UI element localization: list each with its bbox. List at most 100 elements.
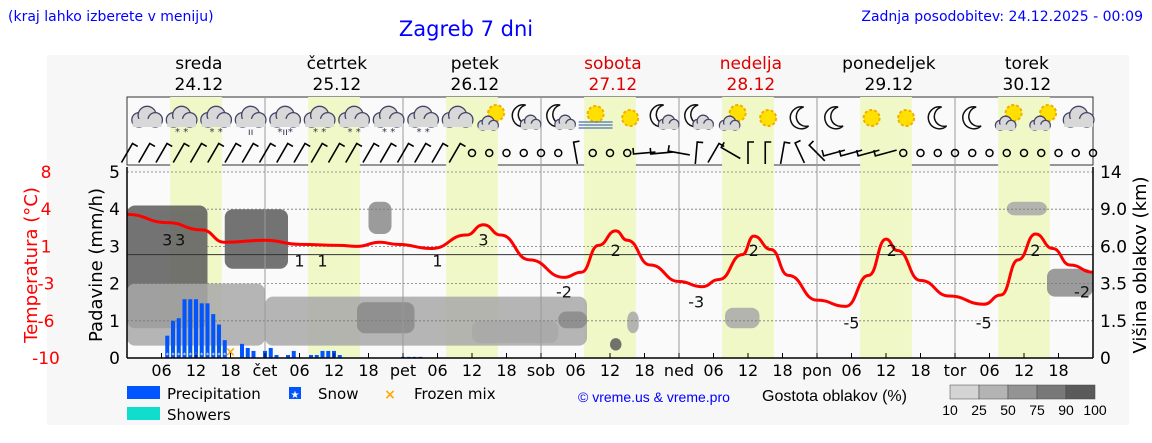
temperature-tick-label: 4: [41, 200, 52, 220]
wind-barb-icon: [838, 149, 863, 157]
x-tick-label: 06: [289, 361, 309, 380]
precipitation-bar: [286, 355, 290, 358]
precipitation-bar: [251, 350, 256, 358]
wind-barb-icon: [448, 142, 466, 163]
cloud-shape: [374, 118, 404, 127]
day-name: četrtek: [307, 54, 368, 74]
wind-barb-icon: [779, 141, 791, 164]
day-name: ponedeljek: [842, 54, 936, 74]
wind-barbs: [120, 139, 1098, 165]
moon-shape: [789, 106, 810, 130]
snow-icon: * *: [165, 105, 198, 138]
temperature-label: -2: [556, 282, 572, 301]
snow-icon: * *: [303, 105, 336, 138]
temperature-label: 2: [887, 241, 897, 260]
temperature-tick-label: -6: [38, 312, 55, 332]
wind-barb-icon: [873, 149, 897, 157]
cloud-shape: [305, 118, 335, 127]
cloud-shape: [270, 118, 300, 127]
precipitation-bar: [291, 350, 296, 358]
precipitation-bar: [337, 355, 342, 358]
location-hint[interactable]: (kraj lahko izberete v meniju): [8, 9, 214, 25]
calm-wind-icon: [502, 148, 511, 158]
temperature-label: -5: [976, 313, 992, 332]
legend-precipitation: Precipitation: [167, 385, 261, 403]
cloud-density-patch: [725, 307, 760, 329]
temperature-label: 3: [478, 231, 488, 250]
precipitation-bar: [199, 303, 204, 358]
x-tick-label: 18: [1048, 361, 1068, 380]
calm-wind-icon: [899, 148, 908, 158]
calm-wind-icon: [536, 148, 546, 158]
x-tick-label: ned: [664, 361, 694, 380]
cloud-shape: [478, 124, 498, 130]
wind-barb-icon: [345, 142, 363, 163]
wind-barb-icon: [764, 141, 772, 164]
wind-barb-icon: [632, 147, 656, 155]
wind-barb-icon: [572, 140, 580, 164]
precipitation-bars: ***********×: [165, 299, 423, 360]
calm-wind-icon: [968, 148, 977, 158]
precipitation-axis-title: Padavine (mm/h): [86, 188, 107, 342]
x-tick-label: 18: [496, 361, 516, 380]
x-tick-label: 12: [600, 361, 620, 380]
cloud-density-scale: 10 25 50 75 90 100: [942, 384, 1107, 418]
precip-tick-label: 0: [109, 349, 120, 369]
precip-tick-label: 2: [109, 275, 120, 295]
precipitation-bar: [320, 350, 325, 358]
wind-barb-icon: [241, 142, 259, 163]
wind-barb-icon: [362, 142, 380, 163]
temperature-label: 2: [749, 241, 759, 260]
moon-icon: [824, 106, 844, 130]
rain-icon: ıı: [234, 105, 267, 138]
cloud-shape: [521, 123, 541, 129]
cloud-shape: [996, 124, 1016, 130]
wind-barb-icon: [808, 140, 826, 162]
temperature-axis-title: Temperatura (°C): [21, 187, 42, 344]
temperature-label: -2: [1074, 282, 1090, 301]
temperature-tick-label: -3: [38, 275, 55, 295]
cloud-height-axis-title: Višina oblakov (km): [1130, 176, 1151, 353]
temperature-label: 1: [294, 251, 304, 270]
cloud-height-tick-label: 1.5: [1100, 312, 1127, 332]
x-tick-label: 06: [703, 361, 723, 380]
snow-marker-icon: *: [172, 352, 175, 359]
cloud-height-tick-label: 0: [1100, 349, 1111, 369]
precipitation-bar: [194, 299, 198, 358]
wind-barb-icon: [414, 142, 432, 163]
density-tick-label: 25: [971, 402, 987, 418]
calm-wind-icon: [623, 148, 632, 158]
calm-wind-icon: [1002, 148, 1011, 158]
frozen-mix-marker-icon: ×: [225, 345, 236, 360]
wind-barb-icon: [155, 142, 173, 163]
sun-shape: [621, 109, 640, 127]
day-name: petek: [451, 54, 499, 74]
density-tick-label: 10: [942, 402, 958, 418]
credit-link[interactable]: © vreme.us & vreme.pro: [578, 389, 730, 405]
calm-wind-icon: [950, 148, 960, 158]
legend-showers: Showers: [167, 406, 231, 424]
snow-marker-icon: *: [223, 352, 226, 359]
calm-wind-icon: [519, 148, 528, 158]
snow-marker-icon: *: [200, 352, 203, 359]
fog-sun-icon: [578, 105, 613, 129]
snowflake-icon: * *: [348, 127, 361, 138]
precipitation-bar: [211, 314, 216, 358]
precipitation-bar: [314, 355, 319, 358]
snow-marker-icon: *: [177, 352, 180, 359]
temperature-label: 3: [175, 231, 185, 250]
cloudy-icon: [131, 105, 164, 128]
x-tick-label: 12: [738, 361, 758, 380]
precipitation-bar: [165, 335, 170, 358]
temperature-label: 2: [611, 241, 621, 260]
x-tick-label: čet: [253, 361, 278, 380]
wind-barb-icon: [667, 145, 690, 156]
cloud-height-tick-label: 3.5: [1100, 275, 1127, 295]
snowflake-icon: * *: [313, 127, 326, 138]
wind-barb-icon: [649, 147, 673, 155]
snow-icon: * *: [338, 105, 371, 138]
cloudy-icon: [1062, 105, 1095, 128]
density-swatch: [1036, 384, 1067, 400]
precipitation-bar: [176, 318, 181, 358]
